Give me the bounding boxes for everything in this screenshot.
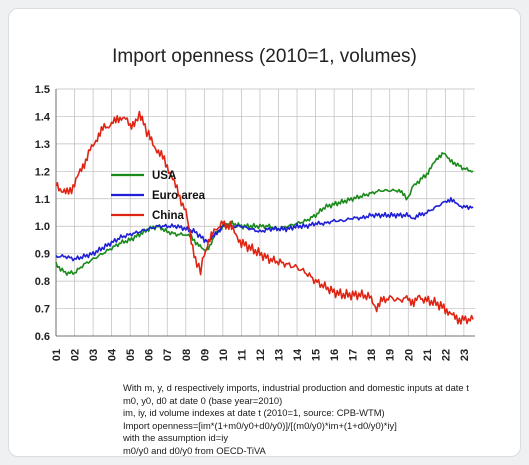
x-tick-label: 15 — [311, 349, 323, 361]
x-tick-label: 06 — [144, 349, 156, 361]
x-tick-label: 03 — [88, 349, 100, 361]
note-line: with the assumption id=iy — [123, 432, 229, 444]
series-line-usa — [55, 152, 474, 276]
y-tick-label: 1.0 — [35, 221, 50, 233]
x-tick-label: 21 — [422, 349, 434, 361]
legend-label-china: China — [152, 210, 185, 222]
x-tick-label: 10 — [218, 349, 230, 361]
note-line: im, iy, id volume indexes at date t (201… — [123, 407, 385, 419]
x-tick-label: 04 — [107, 348, 119, 361]
legend-label-euro-area: Euro area — [152, 190, 206, 202]
note-line: With m, y, d respectively imports, indus… — [123, 382, 469, 393]
x-tick-label: 20 — [403, 349, 415, 361]
x-tick-label: 16 — [329, 349, 341, 361]
y-tick-label: 1.5 — [35, 84, 50, 96]
y-tick-label: 0.9 — [35, 249, 50, 261]
y-tick-label: 0.7 — [35, 304, 50, 316]
x-tick-label: 01 — [51, 349, 63, 361]
plot-area — [56, 89, 475, 336]
x-tick-label: 23 — [459, 349, 471, 361]
x-tick-label: 14 — [292, 348, 304, 361]
y-tick-label: 1.4 — [35, 111, 51, 123]
chart-card: Import openness (2010=1, volumes) 0.6 0.7… — [8, 8, 521, 457]
x-tick-label: 09 — [199, 349, 211, 361]
x-tick-label: 22 — [440, 349, 452, 361]
x-tick-label: 05 — [125, 349, 137, 361]
x-tick-label: 11 — [236, 349, 248, 361]
x-tick-label: 18 — [366, 349, 378, 361]
legend-label-usa: USA — [152, 170, 176, 182]
y-tick-label: 0.6 — [35, 331, 50, 343]
methodology-notes: With m, y, d respectively imports, indus… — [123, 382, 469, 456]
x-tick-label: 19 — [385, 349, 397, 361]
series-line-china — [55, 110, 474, 325]
line-chart: 0.6 0.7 0.8 0.9 1.0 1.1 1.2 1.3 1.4 1.5 01 02 03 04 05… — [35, 84, 475, 361]
x-tick-label: 12 — [255, 349, 267, 361]
y-tick-label: 1.3 — [35, 139, 50, 151]
y-tick-label: 1.1 — [35, 194, 50, 206]
note-line: Import openness=[im*(1+m0/y0+d0/y0)]/[(m… — [123, 419, 397, 431]
x-tick-label: 13 — [273, 349, 285, 361]
x-tick-label: 02 — [70, 349, 82, 361]
x-tick-label: 08 — [181, 349, 193, 361]
note-line: m0/y0 and d0/y0 from OECD-TiVA — [123, 444, 266, 456]
y-tick-label: 0.8 — [35, 276, 50, 288]
x-tick-label: 07 — [162, 349, 174, 361]
x-tick-label: 17 — [348, 349, 360, 361]
chart-title: Import openness (2010=1, volumes) — [112, 46, 417, 67]
note-line: m0, y0, d0 at date 0 (base year=2010) — [123, 394, 283, 406]
y-tick-label: 1.2 — [35, 166, 50, 178]
series-line-euro-area — [55, 197, 474, 262]
